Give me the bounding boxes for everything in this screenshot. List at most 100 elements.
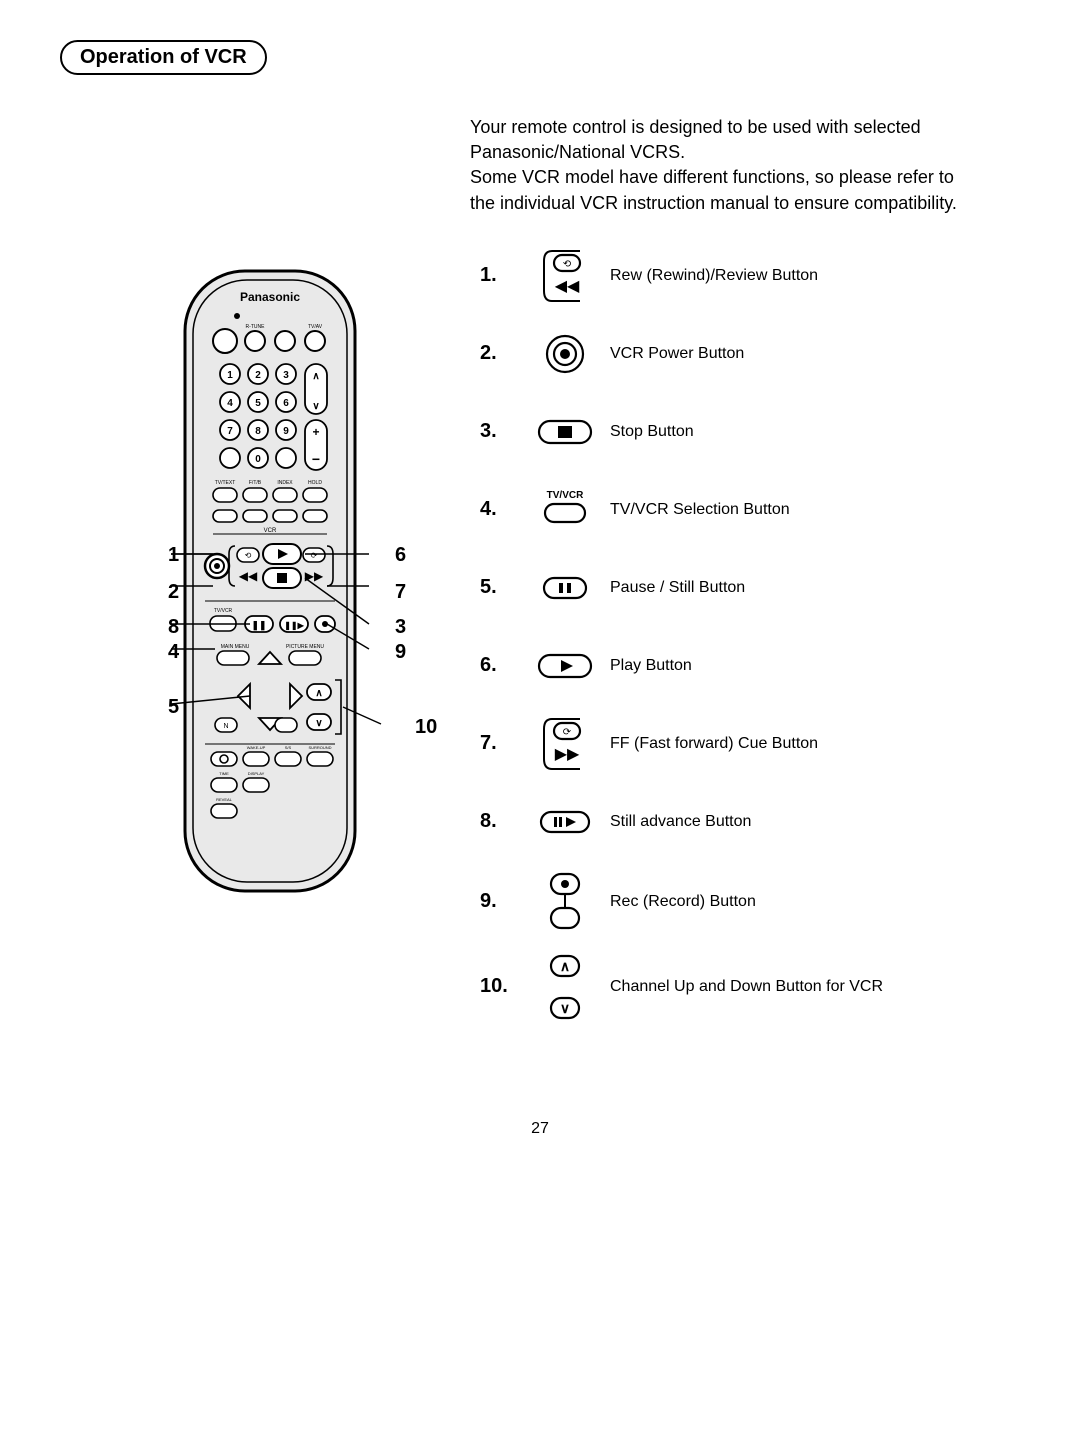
svg-text:❚❚▶: ❚❚▶	[284, 621, 304, 631]
svg-text:2: 2	[255, 370, 261, 381]
svg-text:⟳: ⟳	[311, 551, 318, 560]
svg-text:1: 1	[227, 370, 233, 381]
button-row: 1. ⟲ ◀◀ Rew (Rewind)/Review Button	[480, 246, 1020, 306]
button-icon-rewind-bracket: ⟲ ◀◀	[520, 247, 610, 305]
button-icon-stilladv-pill	[520, 809, 610, 835]
svg-text:▶▶: ▶▶	[305, 569, 324, 583]
remote-svg: Panasonic R-TUNE TV/AV 1 2 3 4	[155, 266, 385, 906]
svg-text:6: 6	[283, 398, 289, 409]
callout-5: 5	[168, 696, 179, 719]
svg-text:MAIN MENU: MAIN MENU	[221, 644, 250, 650]
button-number: 2.	[480, 342, 520, 365]
svg-text:7: 7	[227, 426, 233, 437]
button-row: 2. VCR Power Button	[480, 324, 1020, 384]
callout-9: 9	[395, 641, 406, 664]
svg-text:9: 9	[283, 426, 289, 437]
svg-text:▶▶: ▶▶	[555, 746, 580, 763]
button-icon-stop-pill	[520, 417, 610, 447]
svg-text:3: 3	[283, 370, 289, 381]
callout-8: 8	[168, 616, 179, 639]
svg-text:INDEX: INDEX	[277, 480, 293, 486]
svg-text:PICTURE MENU: PICTURE MENU	[286, 644, 324, 650]
page-number: 27	[60, 1120, 1020, 1138]
callout-1: 1	[168, 544, 179, 567]
button-row: 8. Still advance Button	[480, 792, 1020, 852]
button-icon-ch-updown: ∧∨	[520, 952, 610, 1022]
svg-text:−: −	[312, 451, 320, 467]
callout-7: 7	[395, 581, 406, 604]
intro-paragraph: Your remote control is designed to be us…	[470, 115, 970, 216]
svg-text:VCR: VCR	[264, 528, 277, 534]
remote-wrap: 1 2 8 4 5 6 7 3 9 10 Panasonic	[60, 266, 480, 906]
svg-text:∧: ∧	[315, 688, 322, 699]
svg-text:REVEAL: REVEAL	[216, 797, 233, 802]
svg-text:SURROUND: SURROUND	[308, 745, 331, 750]
button-number: 1.	[480, 264, 520, 287]
button-list-column: 1. ⟲ ◀◀ Rew (Rewind)/Review Button 2. VC…	[480, 246, 1020, 1040]
svg-text:⟲: ⟲	[245, 551, 252, 560]
button-description: Play Button	[610, 657, 1020, 675]
button-row: 4. TV/VCR TV/VCR Selection Button	[480, 480, 1020, 540]
button-number: 10.	[480, 975, 520, 998]
svg-text:◀◀: ◀◀	[239, 569, 258, 583]
svg-text:Panasonic: Panasonic	[240, 290, 300, 304]
button-row: 3. Stop Button	[480, 402, 1020, 462]
svg-text:⟳: ⟳	[563, 727, 572, 738]
svg-text:HOLD: HOLD	[308, 480, 322, 486]
remote-diagram-column: 1 2 8 4 5 6 7 3 9 10 Panasonic	[60, 246, 480, 906]
button-number: 8.	[480, 810, 520, 833]
svg-text:TIME: TIME	[219, 771, 229, 776]
button-number: 6.	[480, 654, 520, 677]
svg-text:F/T/B: F/T/B	[249, 480, 262, 486]
callout-6: 6	[395, 544, 406, 567]
button-description: Stop Button	[610, 423, 1020, 441]
svg-text:⟲: ⟲	[563, 259, 572, 270]
svg-text:0: 0	[255, 454, 261, 465]
main-row: 1 2 8 4 5 6 7 3 9 10 Panasonic	[60, 246, 1020, 1040]
button-description: Rec (Record) Button	[610, 893, 1020, 911]
button-number: 7.	[480, 732, 520, 755]
callout-10: 10	[415, 716, 437, 739]
svg-text:TV/AV: TV/AV	[308, 324, 323, 330]
svg-text:DISPLAY: DISPLAY	[248, 771, 265, 776]
svg-text:N: N	[223, 723, 228, 730]
button-description: Channel Up and Down Button for VCR	[610, 978, 1020, 996]
button-description: Rew (Rewind)/Review Button	[610, 267, 1020, 285]
svg-text:∨: ∨	[312, 401, 319, 412]
button-number: 4.	[480, 498, 520, 521]
svg-text:S/S: S/S	[285, 745, 292, 750]
button-description: TV/VCR Selection Button	[610, 501, 1020, 519]
button-description: VCR Power Button	[610, 345, 1020, 363]
callout-3: 3	[395, 616, 406, 639]
svg-text:◀◀: ◀◀	[555, 278, 580, 295]
section-title: Operation of VCR	[60, 40, 267, 75]
button-description: FF (Fast forward) Cue Button	[610, 735, 1020, 753]
button-icon-ff-bracket: ⟳ ▶▶	[520, 715, 610, 773]
button-row: 5. Pause / Still Button	[480, 558, 1020, 618]
button-number: 9.	[480, 890, 520, 913]
svg-text:5: 5	[255, 398, 261, 409]
button-icon-pause-pill	[520, 575, 610, 601]
svg-text:8: 8	[255, 426, 261, 437]
button-row: 10. ∧∨ Channel Up and Down Button for VC…	[480, 952, 1020, 1022]
svg-text:∨: ∨	[560, 1000, 570, 1016]
button-row: 9. Rec (Record) Button	[480, 870, 1020, 934]
svg-text:∨: ∨	[315, 718, 322, 729]
button-icon-power-ring	[520, 332, 610, 376]
callout-4: 4	[168, 641, 179, 664]
svg-text:+: +	[312, 425, 319, 439]
button-icon-play-pill	[520, 651, 610, 681]
button-row: 6. Play Button	[480, 636, 1020, 696]
svg-text:TV/VCR: TV/VCR	[214, 608, 233, 614]
button-description: Pause / Still Button	[610, 579, 1020, 597]
callout-2: 2	[168, 581, 179, 604]
svg-text:∧: ∧	[560, 958, 570, 974]
svg-text:4: 4	[227, 398, 233, 409]
svg-text:WAKE-UP: WAKE-UP	[247, 745, 266, 750]
svg-text:∧: ∧	[312, 371, 319, 382]
button-number: 3.	[480, 420, 520, 443]
button-number: 5.	[480, 576, 520, 599]
button-description: Still advance Button	[610, 813, 1020, 831]
svg-text:TV/TEXT: TV/TEXT	[215, 480, 236, 486]
button-row: 7. ⟳ ▶▶ FF (Fast forward) Cue Button	[480, 714, 1020, 774]
